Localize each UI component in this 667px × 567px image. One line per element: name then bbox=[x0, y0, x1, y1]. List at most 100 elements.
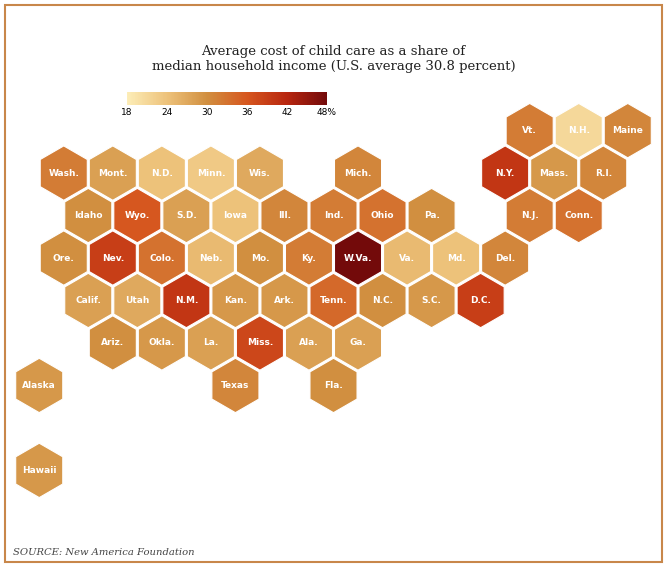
Polygon shape bbox=[506, 188, 553, 243]
Text: Ky.: Ky. bbox=[301, 253, 316, 263]
Polygon shape bbox=[187, 231, 234, 285]
Text: Utah: Utah bbox=[125, 296, 149, 305]
Polygon shape bbox=[236, 231, 283, 285]
Text: W.Va.: W.Va. bbox=[344, 253, 372, 263]
Text: Average cost of child care as a share of
median household income (U.S. average 3: Average cost of child care as a share of… bbox=[151, 45, 516, 73]
Polygon shape bbox=[359, 188, 406, 243]
Text: Maine: Maine bbox=[612, 126, 643, 135]
Polygon shape bbox=[285, 316, 333, 370]
Polygon shape bbox=[555, 188, 602, 243]
Polygon shape bbox=[65, 273, 112, 328]
Text: Wis.: Wis. bbox=[249, 168, 271, 177]
Polygon shape bbox=[89, 146, 136, 200]
Polygon shape bbox=[16, 443, 63, 498]
Text: Iowa: Iowa bbox=[223, 211, 247, 220]
Text: N.C.: N.C. bbox=[372, 296, 393, 305]
Polygon shape bbox=[310, 358, 357, 413]
Text: Ark.: Ark. bbox=[274, 296, 295, 305]
Text: Ill.: Ill. bbox=[278, 211, 291, 220]
Text: Del.: Del. bbox=[495, 253, 515, 263]
Text: Mo.: Mo. bbox=[251, 253, 269, 263]
Polygon shape bbox=[261, 273, 308, 328]
Text: Neb.: Neb. bbox=[199, 253, 223, 263]
Polygon shape bbox=[163, 273, 210, 328]
Polygon shape bbox=[408, 273, 455, 328]
Text: Conn.: Conn. bbox=[564, 211, 593, 220]
Text: Ga.: Ga. bbox=[350, 338, 366, 348]
Text: D.C.: D.C. bbox=[470, 296, 491, 305]
Polygon shape bbox=[212, 273, 259, 328]
Polygon shape bbox=[236, 146, 283, 200]
Polygon shape bbox=[212, 188, 259, 243]
Text: Okla.: Okla. bbox=[149, 338, 175, 348]
Polygon shape bbox=[236, 316, 283, 370]
Text: Kan.: Kan. bbox=[224, 296, 247, 305]
Text: S.C.: S.C. bbox=[422, 296, 442, 305]
Text: Mass.: Mass. bbox=[540, 168, 569, 177]
Polygon shape bbox=[65, 188, 112, 243]
Text: N.H.: N.H. bbox=[568, 126, 590, 135]
Polygon shape bbox=[138, 146, 185, 200]
Polygon shape bbox=[408, 188, 455, 243]
Polygon shape bbox=[138, 231, 185, 285]
Polygon shape bbox=[457, 273, 504, 328]
Text: Wyo.: Wyo. bbox=[125, 211, 150, 220]
Polygon shape bbox=[384, 231, 431, 285]
Text: Tenn.: Tenn. bbox=[319, 296, 348, 305]
Polygon shape bbox=[40, 231, 87, 285]
Polygon shape bbox=[334, 316, 382, 370]
Text: Minn.: Minn. bbox=[197, 168, 225, 177]
Polygon shape bbox=[555, 103, 602, 158]
Text: Idaho: Idaho bbox=[74, 211, 103, 220]
Text: Ohio: Ohio bbox=[371, 211, 394, 220]
Polygon shape bbox=[531, 146, 578, 200]
Text: N.J.: N.J. bbox=[521, 211, 538, 220]
Polygon shape bbox=[506, 103, 553, 158]
Text: Miss.: Miss. bbox=[247, 338, 273, 348]
Polygon shape bbox=[482, 146, 529, 200]
Polygon shape bbox=[334, 146, 382, 200]
Text: La.: La. bbox=[203, 338, 219, 348]
Polygon shape bbox=[114, 273, 161, 328]
Polygon shape bbox=[212, 358, 259, 413]
Text: Calif.: Calif. bbox=[75, 296, 101, 305]
Text: Ind.: Ind. bbox=[323, 211, 344, 220]
Text: Mich.: Mich. bbox=[344, 168, 372, 177]
Text: Pa.: Pa. bbox=[424, 211, 440, 220]
Polygon shape bbox=[433, 231, 480, 285]
Polygon shape bbox=[359, 273, 406, 328]
Text: Nev.: Nev. bbox=[101, 253, 124, 263]
Text: Alaska: Alaska bbox=[23, 381, 56, 390]
Text: N.Y.: N.Y. bbox=[496, 168, 515, 177]
Text: Vt.: Vt. bbox=[522, 126, 537, 135]
Polygon shape bbox=[187, 316, 234, 370]
Text: N.M.: N.M. bbox=[175, 296, 198, 305]
Polygon shape bbox=[482, 231, 529, 285]
Polygon shape bbox=[114, 188, 161, 243]
Polygon shape bbox=[334, 231, 382, 285]
Polygon shape bbox=[16, 358, 63, 413]
Polygon shape bbox=[604, 103, 651, 158]
Text: Ariz.: Ariz. bbox=[101, 338, 124, 348]
Text: Wash.: Wash. bbox=[48, 168, 79, 177]
Polygon shape bbox=[310, 188, 357, 243]
Polygon shape bbox=[89, 316, 136, 370]
Text: Texas: Texas bbox=[221, 381, 249, 390]
Polygon shape bbox=[580, 146, 627, 200]
Polygon shape bbox=[310, 273, 357, 328]
Text: Ore.: Ore. bbox=[53, 253, 75, 263]
Polygon shape bbox=[285, 231, 333, 285]
Text: SOURCE: New America Foundation: SOURCE: New America Foundation bbox=[13, 548, 195, 557]
Text: Va.: Va. bbox=[399, 253, 415, 263]
Text: Hawaii: Hawaii bbox=[22, 466, 57, 475]
Polygon shape bbox=[261, 188, 308, 243]
Polygon shape bbox=[40, 146, 87, 200]
Polygon shape bbox=[187, 146, 234, 200]
Text: R.I.: R.I. bbox=[595, 168, 612, 177]
Text: Colo.: Colo. bbox=[149, 253, 175, 263]
Polygon shape bbox=[89, 231, 136, 285]
Text: Md.: Md. bbox=[447, 253, 466, 263]
Text: Ala.: Ala. bbox=[299, 338, 319, 348]
Text: S.D.: S.D. bbox=[176, 211, 197, 220]
Text: N.D.: N.D. bbox=[151, 168, 173, 177]
